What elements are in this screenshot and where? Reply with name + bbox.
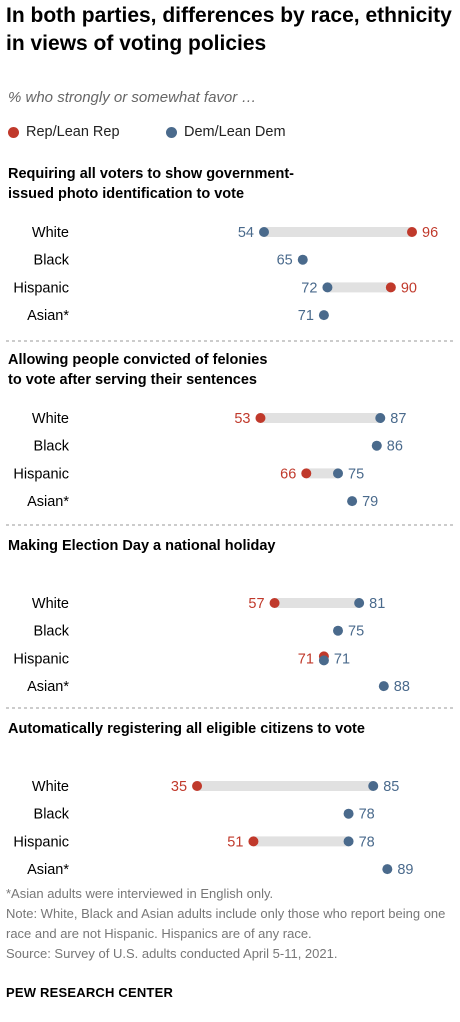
dem-value-label: 81 <box>369 596 385 612</box>
dem-value-label: 75 <box>348 466 364 482</box>
panel-title-line: Making Election Day a national holiday <box>8 538 276 554</box>
dem-value-label: 85 <box>383 779 399 795</box>
dot-chart: Requiring all voters to show government-… <box>6 166 454 878</box>
row-label: Black <box>34 624 70 640</box>
rep-dot <box>192 781 203 791</box>
panel-title-line: issued photo identification to vote <box>8 186 244 202</box>
row-label: Hispanic <box>13 651 69 667</box>
dem-value-label: 65 <box>277 253 293 269</box>
note-source: Source: Survey of U.S. adults conducted … <box>6 946 338 961</box>
rep-value-label: 66 <box>280 466 296 482</box>
row-label: White <box>32 779 69 795</box>
dem-dot <box>259 227 269 237</box>
dem-dot <box>318 310 329 321</box>
row-label: Black <box>34 439 70 455</box>
dem-dot <box>382 864 393 875</box>
row-label: White <box>32 596 69 612</box>
dem-value-label: 78 <box>359 834 375 850</box>
rep-value-label: 35 <box>171 779 187 795</box>
dem-value-label: 54 <box>238 225 254 241</box>
dem-dot <box>375 413 386 423</box>
dem-value-label: 71 <box>334 651 350 667</box>
legend-rep: Rep/Lean Rep <box>8 124 120 140</box>
row-label: Hispanic <box>13 834 69 850</box>
dem-dot <box>322 282 333 293</box>
range-bar <box>306 468 338 479</box>
rep-value-label: 96 <box>422 225 438 241</box>
dem-value-label: 72 <box>301 280 317 296</box>
rep-value-label: 57 <box>248 596 264 612</box>
panel-title-line: Allowing people convicted of felonies <box>8 352 267 368</box>
dem-dot <box>318 655 329 666</box>
row-label: Asian* <box>27 308 69 324</box>
row-label: White <box>32 411 69 427</box>
chart-title: In both parties, differences by race, et… <box>6 4 452 55</box>
brand-footer: PEW RESEARCH CENTER <box>6 985 174 1000</box>
rep-dot <box>269 598 280 608</box>
dem-dot <box>297 254 308 265</box>
dem-dot <box>378 681 389 692</box>
range-bar <box>274 598 360 608</box>
dem-value-label: 71 <box>298 308 314 324</box>
range-bar <box>253 836 349 847</box>
rep-value-label: 71 <box>298 651 314 667</box>
rep-value-label: 51 <box>227 834 243 850</box>
rep-value-label: 53 <box>234 411 250 427</box>
range-bar <box>260 413 381 423</box>
range-bar <box>264 227 412 237</box>
dem-dot <box>371 440 382 451</box>
rep-legend-label: Rep/Lean Rep <box>26 124 120 140</box>
dem-value-label: 78 <box>359 807 375 823</box>
range-bar <box>327 282 391 293</box>
dem-value-label: 88 <box>394 679 410 695</box>
rep-dot <box>248 836 259 847</box>
row-label: Asian* <box>27 494 69 510</box>
dem-dot <box>333 468 343 479</box>
panel-title-line: to vote after serving their sentences <box>8 372 257 388</box>
row-label: Hispanic <box>13 280 69 296</box>
dem-dot <box>343 836 354 847</box>
chart-subtitle: % who strongly or somewhat favor … <box>8 89 257 106</box>
dem-dot <box>347 496 358 507</box>
rep-dot <box>255 413 266 423</box>
rep-legend-dot <box>8 126 19 138</box>
rep-value-label: 90 <box>401 280 417 296</box>
rep-dot <box>407 227 417 237</box>
dem-dot <box>354 598 365 608</box>
dem-value-label: 79 <box>362 494 378 510</box>
dem-dot <box>333 625 343 636</box>
row-label: Asian* <box>27 862 69 878</box>
note-asian: *Asian adults were interviewed in Englis… <box>6 886 274 901</box>
range-bar <box>197 781 374 791</box>
dem-legend-dot <box>166 126 177 138</box>
dem-value-label: 75 <box>348 624 364 640</box>
dem-value-label: 89 <box>397 862 413 878</box>
panel-title-line: Automatically registering all eligible c… <box>8 721 365 737</box>
row-label: Black <box>34 253 70 269</box>
note-race: Note: White, Black and Asian adults incl… <box>6 906 446 941</box>
row-label: Hispanic <box>13 466 69 482</box>
dem-value-label: 86 <box>387 439 403 455</box>
panel-title-line: Requiring all voters to show government- <box>8 166 294 182</box>
rep-dot <box>301 468 312 479</box>
legend-dem: Dem/Lean Dem <box>166 124 286 140</box>
dem-value-label: 87 <box>390 411 406 427</box>
dem-dot <box>368 781 379 791</box>
dem-dot <box>343 808 354 819</box>
row-label: Asian* <box>27 679 69 695</box>
dem-legend-label: Dem/Lean Dem <box>184 124 286 140</box>
chart-notes: *Asian adults were interviewed in Englis… <box>6 884 456 964</box>
rep-dot <box>385 282 396 293</box>
row-label: Black <box>34 807 70 823</box>
row-label: White <box>32 225 69 241</box>
